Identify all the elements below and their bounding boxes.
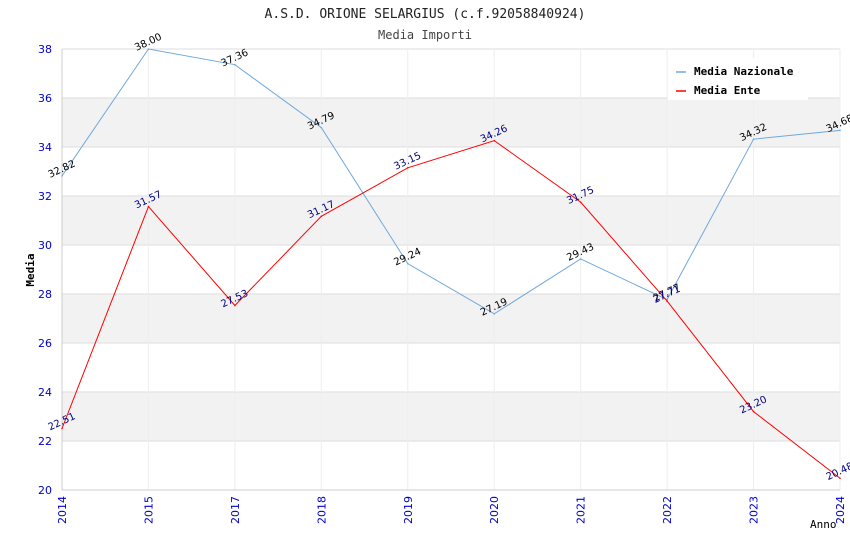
data-point: [839, 129, 841, 132]
grid-bands: [62, 98, 840, 441]
grid-band: [62, 196, 840, 245]
legend: Media Nazionale Media Ente: [668, 58, 808, 100]
data-point: [406, 262, 409, 265]
y-tick-label: 36: [38, 92, 52, 105]
data-point: [320, 215, 323, 218]
legend-label-media-ente: Media Ente: [694, 84, 761, 97]
legend-background: [668, 58, 808, 100]
y-tick-label: 38: [38, 43, 52, 56]
x-tick-labels: 2014 2015 2017 2018 2019 2020 2021 2022 2023 2024: [56, 496, 847, 524]
y-tick-label: 20: [38, 484, 52, 497]
y-tick-labels: 20 22 24 26 28 30 32 34 36 38: [38, 43, 52, 497]
x-tick-label: 2023: [748, 496, 761, 524]
y-tick-label: 34: [38, 141, 52, 154]
data-point: [234, 63, 236, 66]
data-point: [666, 300, 668, 302]
data-point: [493, 139, 496, 142]
data-point: [406, 167, 409, 169]
x-tick-label: 2018: [315, 496, 328, 524]
data-label: 20.48: [825, 461, 850, 483]
data-point: [752, 138, 755, 140]
grid-band: [62, 294, 840, 343]
grid-band: [62, 392, 840, 441]
series-lines: [61, 48, 841, 480]
x-tick-label: 2020: [488, 496, 501, 524]
y-tick-label: 24: [38, 386, 52, 399]
grid-band: [62, 98, 840, 147]
data-point: [61, 175, 63, 177]
data-point: [147, 48, 150, 50]
chart-subtitle: Media Importi: [378, 28, 472, 42]
x-tick-label: 2015: [142, 496, 155, 524]
data-point: [579, 258, 582, 260]
data-point: [61, 427, 63, 430]
data-point: [320, 126, 323, 129]
data-point: [234, 304, 236, 307]
y-tick-label: 28: [38, 288, 52, 301]
legend-label-media-nazionale: Media Nazionale: [694, 65, 794, 78]
series-line-media-nazionale: [61, 48, 841, 315]
x-tick-label: 2021: [575, 496, 588, 524]
y-tick-label: 26: [38, 337, 52, 350]
data-point: [752, 410, 755, 413]
y-tick-label: 30: [38, 239, 52, 252]
x-axis-label: Anno: [810, 518, 837, 531]
x-tick-label: 2014: [56, 496, 69, 524]
x-tick-label: 2024: [834, 496, 847, 524]
data-point: [147, 205, 150, 208]
data-point: [839, 477, 841, 480]
data-point: [579, 201, 582, 203]
y-tick-label: 32: [38, 190, 52, 203]
x-tick-label: 2019: [402, 496, 415, 524]
x-tick-label: 2017: [229, 496, 242, 524]
x-tick-label: 2022: [661, 496, 674, 524]
series-line-media-ente: [61, 140, 841, 479]
chart-title: A.S.D. ORIONE SELARGIUS (c.f.92058840924…: [265, 7, 586, 22]
y-axis-label: Media: [24, 253, 37, 286]
y-tick-label: 22: [38, 435, 52, 448]
data-point: [493, 313, 496, 315]
